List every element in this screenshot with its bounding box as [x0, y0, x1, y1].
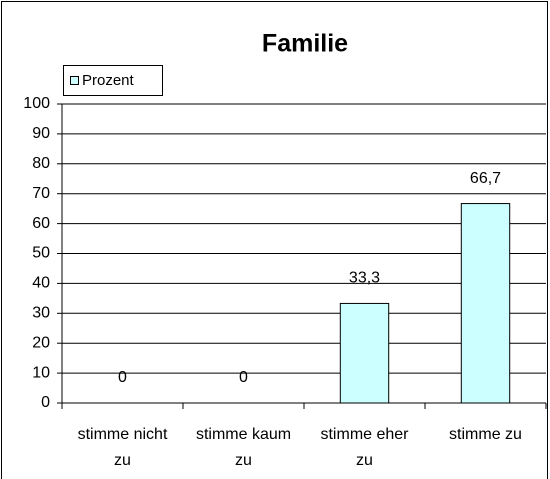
x-tick-label: stimme kaum zu — [195, 426, 292, 469]
y-tick-label: 40 — [32, 275, 50, 292]
y-tick-label: 70 — [32, 185, 50, 202]
x-tick-label: stimme nicht zu — [77, 426, 168, 469]
data-label: 0 — [118, 369, 127, 386]
bar — [460, 203, 511, 404]
y-tick-label: 80 — [32, 155, 50, 172]
y-tick-label: 20 — [32, 334, 50, 351]
y-tick-label: 90 — [32, 125, 50, 142]
bar — [339, 302, 390, 404]
x-tick-label: stimme eher zu — [320, 426, 409, 469]
x-tick-label: stimme zu — [449, 426, 522, 443]
y-tick-label: 0 — [41, 394, 50, 411]
y-tick-label: 10 — [32, 364, 50, 381]
data-label: 33,3 — [349, 270, 380, 287]
data-label: 66,7 — [470, 170, 501, 187]
legend-swatch — [70, 76, 79, 85]
y-tick-label: 50 — [32, 245, 50, 262]
legend-box — [63, 65, 163, 96]
y-tick-label: 60 — [32, 215, 50, 232]
legend-label: Prozent — [82, 72, 135, 89]
y-tick-label: 100 — [23, 95, 50, 112]
chart-title: Familie — [262, 30, 348, 58]
data-label: 0 — [239, 369, 248, 386]
y-tick-label: 30 — [32, 305, 50, 322]
